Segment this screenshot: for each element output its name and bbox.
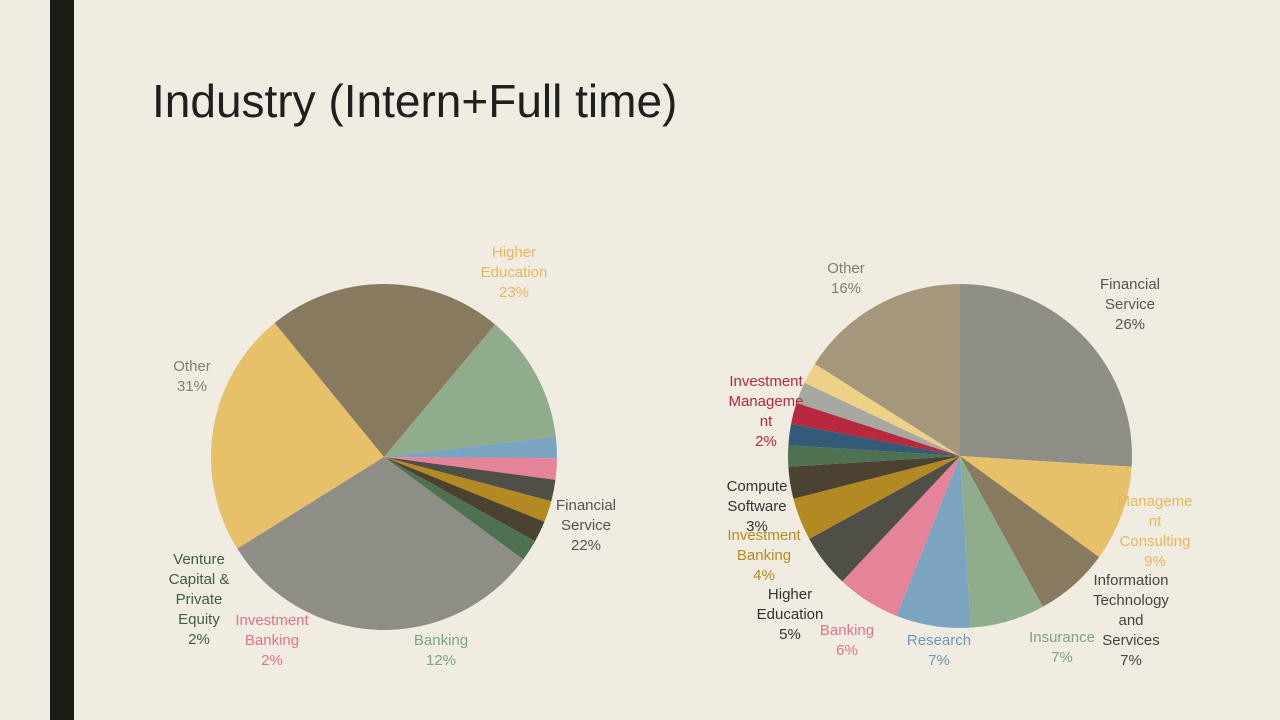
slice-label-line: 7% [1051, 649, 1073, 666]
slice-label-line: 31% [177, 378, 207, 395]
slice-label-line: Financial [556, 497, 616, 514]
slice-label: Banking 6% [820, 622, 874, 659]
slice-label-line: nt [760, 413, 773, 430]
pie-slice [384, 457, 556, 502]
slice-label: Financial Service 26% [1100, 276, 1160, 333]
slice-label-line: and [1118, 612, 1143, 629]
pie-slice [237, 457, 524, 630]
slice-label-line: 23% [499, 284, 529, 301]
pie-slice [793, 456, 960, 539]
pie-slice [384, 324, 556, 457]
slice-label-line: Compute [727, 478, 788, 495]
slice-label-line: 3% [746, 518, 768, 535]
slice-label-line: nt [1149, 513, 1162, 530]
slice-label-line: Insurance [1029, 629, 1095, 646]
slice-label-line: Services [1102, 632, 1160, 649]
slice-label: Venture Capital & Private Equity 2% [169, 551, 230, 648]
slice-label-line: 9% [1144, 553, 1166, 570]
slice-label-line: Private [176, 591, 223, 608]
slice-label: Research 7% [907, 632, 971, 669]
slice-label-line: 7% [928, 652, 950, 669]
slice-label-line: Manageme [728, 393, 803, 410]
slice-label-line: Technology [1093, 592, 1169, 609]
slice-label-line: Education [481, 264, 548, 281]
pie-slice [384, 457, 557, 480]
slice-label-line: 12% [426, 652, 456, 669]
slice-label-line: Banking [737, 547, 791, 564]
slice-label-line: Consulting [1120, 533, 1191, 550]
left-accent-bar [50, 0, 74, 720]
slice-label: Compute Software 3% [727, 478, 788, 535]
slice-label: Information Technology and Services 7% [1093, 572, 1169, 669]
pie-slice [814, 284, 960, 456]
slice-label-line: Higher [492, 244, 536, 261]
slice-label-line: Research [907, 632, 971, 649]
slice-label-line: 2% [188, 631, 210, 648]
slice-label-line: Software [727, 498, 786, 515]
slice-label-line: Investment [727, 527, 801, 544]
slice-label-line: 5% [779, 626, 801, 643]
slice-label-line: Manageme [1117, 493, 1192, 510]
slice-label: Higher Education 23% [481, 244, 548, 301]
slice-label-line: 16% [831, 280, 861, 297]
pie-slice [960, 284, 1132, 467]
slice-label-line: Education [757, 606, 824, 623]
pie-slice [274, 284, 496, 457]
pie-slice [384, 457, 545, 542]
pie-slice [960, 456, 1132, 558]
pie-slice [804, 363, 960, 456]
slice-label-line: Information [1093, 572, 1168, 589]
pie-slice [384, 457, 536, 560]
pie-slice [796, 382, 960, 456]
slice-label: Other 31% [173, 358, 211, 395]
pie-slice [896, 456, 971, 628]
slice-label-line: 26% [1115, 316, 1145, 333]
slice-label-line: 7% [1120, 652, 1142, 669]
pie-slice [384, 457, 552, 522]
slice-label-line: Higher [768, 586, 812, 603]
slice-label-line: Venture [173, 551, 225, 568]
slice-label: Manageme nt Consulting 9% [1117, 493, 1192, 570]
pie-slice [788, 445, 960, 467]
slice-label-line: Other [173, 358, 211, 375]
slice-label-line: Banking [414, 632, 468, 649]
slice-label-line: Capital & [169, 571, 230, 588]
slice-label-line: Service [1105, 296, 1155, 313]
pie-slice [842, 456, 960, 616]
slice-label-line: Investment [235, 612, 309, 629]
slice-label-line: Banking [820, 622, 874, 639]
slice-label-line: 6% [836, 642, 858, 659]
slice-label-line: Banking [245, 632, 299, 649]
slice-label-line: Financial [1100, 276, 1160, 293]
slice-label-line: 2% [755, 433, 777, 450]
slice-label: Investment Banking 4% [727, 527, 801, 584]
slice-label: Banking 12% [414, 632, 468, 669]
slice-label-line: 4% [753, 567, 775, 584]
pie-slice [211, 322, 384, 549]
pie-slice [788, 423, 960, 456]
slice-label-line: 2% [261, 652, 283, 669]
pie-slice [384, 436, 557, 459]
slice-label-line: Service [561, 517, 611, 534]
slice-label: Investment Banking 2% [235, 612, 309, 669]
slice-label: Higher Education 5% [757, 586, 824, 643]
slice-label-line: Other [827, 260, 865, 277]
slide-title: Industry (Intern+Full time) [152, 75, 678, 127]
slice-label: Financial Service 22% [556, 497, 616, 554]
pie-slice [791, 402, 960, 456]
slice-label: Other 16% [827, 260, 865, 297]
slice-label: Insurance 7% [1029, 629, 1095, 666]
slice-label: Investment Manageme nt 2% [728, 373, 803, 450]
pie-slice [960, 456, 1043, 628]
slice-label-line: Equity [178, 611, 220, 628]
slice-label-line: 22% [571, 537, 601, 554]
pie-slice [788, 456, 960, 499]
slice-label-line: Investment [729, 373, 803, 390]
pie-slice [809, 456, 960, 582]
pie-slice [960, 456, 1100, 607]
